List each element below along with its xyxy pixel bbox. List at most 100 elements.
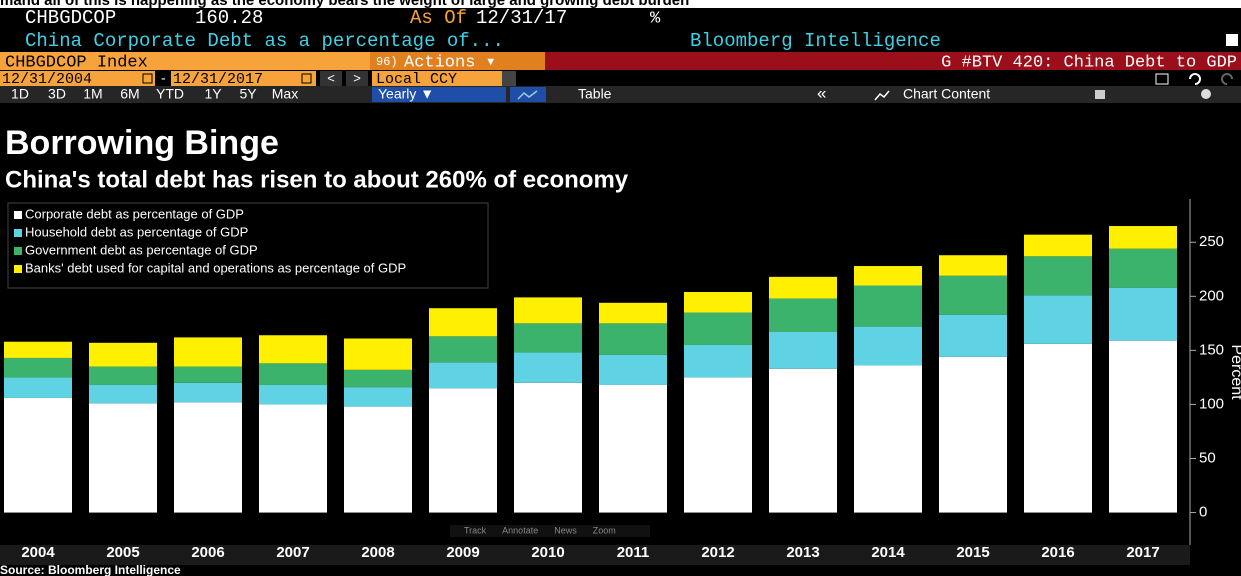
chart-tools-strip: [450, 525, 650, 537]
bar-segment: [4, 377, 72, 398]
bar-segment: [769, 276, 837, 299]
x-tick-label: 2004: [21, 544, 55, 561]
settings-icon[interactable]: [1201, 89, 1211, 99]
bar-segment: [344, 369, 412, 388]
x-tick-label: 2017: [1126, 544, 1159, 561]
bar-segment: [854, 365, 922, 513]
legend-swatch: [14, 211, 22, 219]
period-button[interactable]: 1M: [83, 86, 102, 102]
chart-title: Borrowing Binge: [5, 124, 279, 162]
bar-segment: [854, 266, 922, 286]
footer-source: Source: Bloomberg Intelligence: [0, 563, 181, 576]
bar-segment: [684, 291, 752, 313]
start-date-box[interactable]: [0, 71, 155, 86]
x-tick-label: 2013: [786, 544, 819, 561]
bar-segment: [939, 356, 1007, 513]
chart-content-icon: [874, 90, 890, 101]
bar-segment: [599, 384, 667, 513]
chart-subtitle: China's total debt has risen to about 26…: [5, 166, 629, 193]
calendar-icon[interactable]: [301, 73, 312, 84]
x-tick-label: 2005: [106, 544, 139, 561]
next-button[interactable]: [346, 71, 368, 86]
period-button[interactable]: YTD: [156, 86, 184, 102]
calendar-icon[interactable]: [142, 73, 153, 84]
description: China Corporate Debt as a percentage of.…: [25, 30, 504, 52]
unit: %: [650, 9, 661, 28]
bar-segment: [854, 326, 922, 366]
table-button[interactable]: Table: [578, 86, 612, 102]
legend-swatch: [14, 247, 22, 255]
frequency-box[interactable]: [372, 87, 506, 102]
redo-icon[interactable]: [1221, 73, 1233, 85]
bar-segment: [514, 323, 582, 353]
actions[interactable]: Actions ▾: [404, 53, 496, 72]
bar-segment: [4, 357, 72, 378]
period-button[interactable]: 1Y: [204, 86, 222, 102]
x-tick-label: 2007: [276, 544, 309, 561]
prev-button[interactable]: [320, 71, 342, 86]
bar-segment: [174, 337, 242, 367]
edit-icon[interactable]: [1095, 90, 1105, 99]
period-button[interactable]: 6M: [120, 86, 139, 102]
period-button[interactable]: 1D: [11, 86, 29, 102]
y-tick-label: 250: [1199, 233, 1224, 250]
y-tick-label: 200: [1199, 287, 1224, 304]
collapse-button[interactable]: «: [817, 83, 826, 102]
currency: Local CCY: [376, 71, 457, 88]
header-bg: [0, 8, 1241, 52]
x-tick-label: 2010: [531, 544, 564, 561]
legend-label: Corporate debt as percentage of GDP: [25, 206, 244, 221]
bar-segment: [684, 377, 752, 513]
period-button[interactable]: 3D: [48, 86, 66, 102]
bar-segment: [599, 323, 667, 355]
export-icon[interactable]: [1226, 34, 1238, 46]
as-of-date: 12/31/17: [476, 7, 567, 29]
currency-box[interactable]: [372, 71, 502, 86]
actions-bar[interactable]: [370, 52, 545, 70]
end-date-box[interactable]: [171, 71, 316, 86]
dash: -: [161, 70, 166, 86]
bar-segment: [4, 341, 72, 358]
period-row: [0, 86, 1241, 103]
x-tick-label: 2006: [191, 544, 224, 561]
chart-content[interactable]: Chart Content: [903, 86, 990, 102]
bar-segment: [89, 342, 157, 367]
bar-segment: [344, 338, 412, 370]
legend-label: Household debt as percentage of GDP: [25, 224, 248, 239]
actions-number: 96): [376, 55, 398, 69]
bar-segment: [939, 314, 1007, 357]
bar-segment: [514, 297, 582, 324]
period-button[interactable]: Max: [272, 86, 298, 102]
next[interactable]: >: [353, 70, 361, 85]
window-icon[interactable]: [1155, 73, 1169, 85]
chart-tool[interactable]: News: [554, 525, 577, 535]
legend-label: Banks' debt used for capital and operati…: [25, 260, 406, 275]
bar-segment: [854, 285, 922, 327]
end-date: 12/31/2017: [173, 71, 263, 88]
frequency[interactable]: Yearly ▼: [378, 86, 434, 102]
prev[interactable]: <: [327, 70, 335, 85]
chart-tool[interactable]: Track: [464, 525, 487, 535]
y-axis-label: Percent: [1228, 344, 1241, 400]
line-icon: [517, 90, 538, 100]
bar-segment: [1024, 256, 1092, 296]
y-tick-label: 150: [1199, 341, 1224, 358]
caption: mand all of this is happening as the eco…: [0, 0, 689, 9]
bar-segment: [174, 366, 242, 383]
currency-dropdown[interactable]: [502, 71, 516, 86]
undo-icon[interactable]: [1189, 73, 1201, 85]
source-name: Bloomberg Intelligence: [690, 30, 941, 52]
chart-type-button[interactable]: [510, 87, 546, 102]
chart-tool[interactable]: Zoom: [593, 525, 616, 535]
bar-segment: [1109, 226, 1177, 249]
bar-segment: [89, 366, 157, 385]
y-tick-label: 0: [1199, 504, 1207, 521]
chart-tool[interactable]: Annotate: [502, 525, 538, 535]
period-button[interactable]: 5Y: [239, 86, 257, 102]
as-of-label: As Of: [410, 7, 467, 29]
bar-segment: [429, 308, 497, 337]
security: CHBGDCOP Index: [5, 53, 148, 72]
bar-segment: [1024, 295, 1092, 344]
